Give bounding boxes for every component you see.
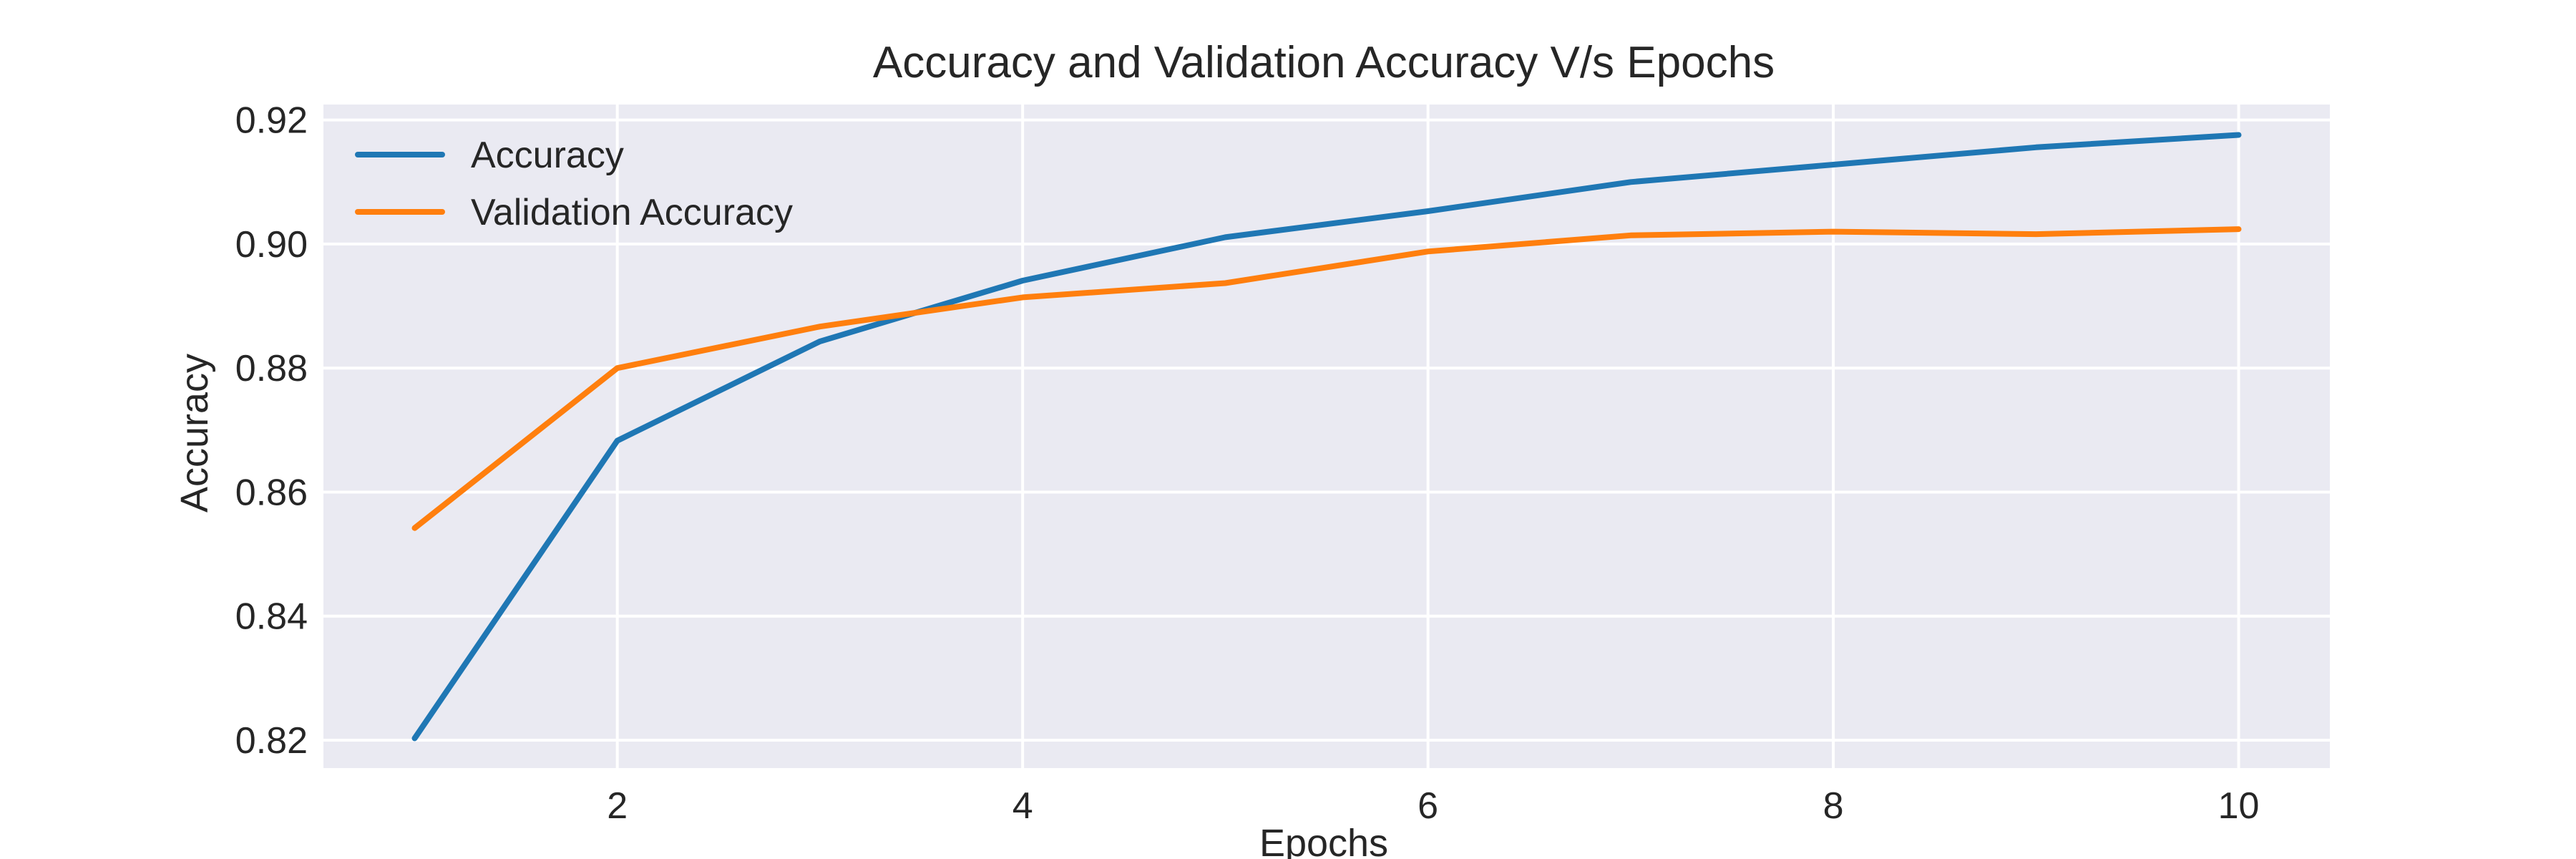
chart-title: Accuracy and Validation Accuracy V/s Epo… (873, 38, 1775, 87)
x-tick-label: 2 (607, 785, 628, 827)
legend-label-accuracy: Accuracy (471, 135, 624, 176)
y-tick-label: 0.92 (235, 100, 308, 142)
x-axis-label: Epochs (1259, 822, 1388, 859)
x-tick-label: 10 (2218, 785, 2260, 827)
x-tick-label: 6 (1418, 785, 1438, 827)
y-tick-label: 0.82 (235, 720, 308, 762)
y-tick-label: 0.88 (235, 348, 308, 389)
y-tick-label: 0.90 (235, 224, 308, 266)
grid (323, 105, 2330, 768)
legend: Accuracy Validation Accuracy (355, 135, 793, 233)
x-tick-label: 4 (1013, 785, 1033, 827)
y-axis-label: Accuracy (173, 354, 216, 513)
series-layer (411, 132, 2242, 742)
y-tick-label: 0.86 (235, 472, 308, 513)
y-tick-label: 0.84 (235, 596, 308, 638)
x-tick-label: 8 (1823, 785, 1844, 827)
legend-label-validation-accuracy: Validation Accuracy (471, 192, 793, 233)
tick-labels: 2 4 6 8 10 0.82 0.84 0.86 0.88 0.90 0.92 (235, 100, 2260, 827)
series-line-validation-accuracy (411, 226, 2242, 531)
plot-area (323, 105, 2330, 768)
series-line-accuracy (411, 132, 2242, 742)
